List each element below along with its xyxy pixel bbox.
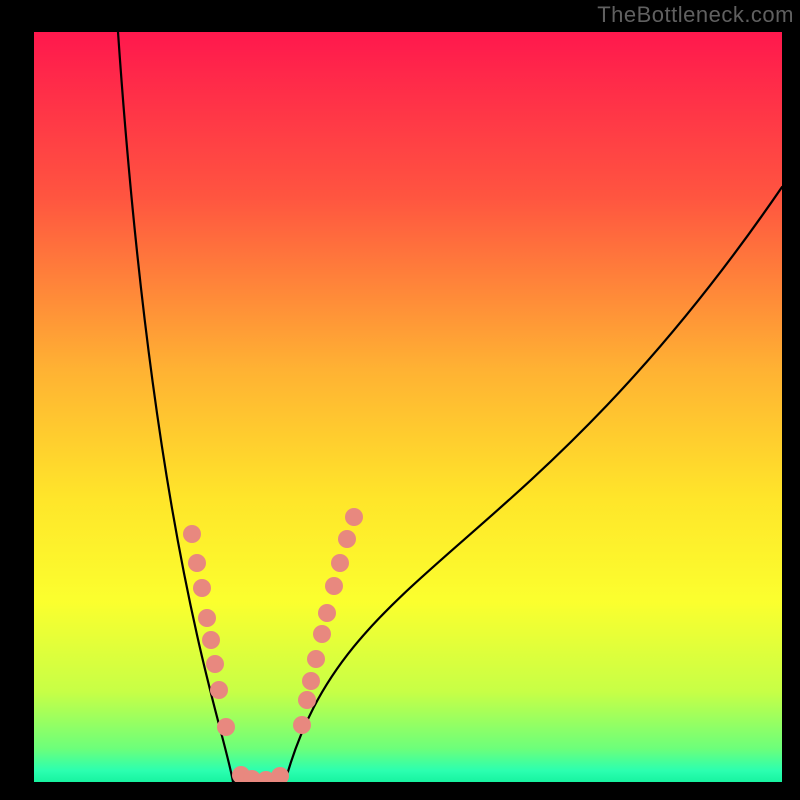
- data-point-right: [318, 604, 336, 622]
- data-point-left: [206, 655, 224, 673]
- data-point-left: [183, 525, 201, 543]
- data-point-apex: [257, 771, 275, 782]
- data-point-left: [193, 579, 211, 597]
- data-point-right: [345, 508, 363, 526]
- data-point-left: [210, 681, 228, 699]
- bottleneck-curve: [118, 32, 782, 782]
- data-point-right: [302, 672, 320, 690]
- watermark-label: TheBottleneck.com: [597, 2, 794, 28]
- data-point-left: [217, 718, 235, 736]
- plot-area: [34, 32, 782, 782]
- data-point-left: [188, 554, 206, 572]
- data-point-right: [298, 691, 316, 709]
- data-point-right: [307, 650, 325, 668]
- data-point-right: [338, 530, 356, 548]
- data-point-apex: [232, 766, 250, 782]
- data-point-right: [331, 554, 349, 572]
- plot-svg: [34, 32, 782, 782]
- data-point-left: [198, 609, 216, 627]
- data-point-right: [313, 625, 331, 643]
- data-point-left: [202, 631, 220, 649]
- data-point-right: [293, 716, 311, 734]
- data-point-apex: [271, 767, 289, 782]
- data-point-apex: [243, 770, 261, 782]
- data-point-right: [325, 577, 343, 595]
